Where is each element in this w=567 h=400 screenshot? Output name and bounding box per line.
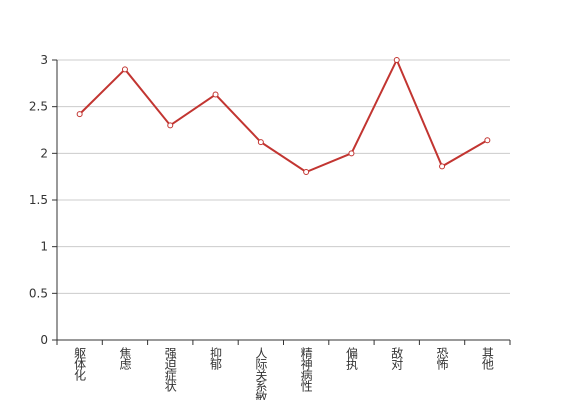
y-tick-label: 2.5: [29, 100, 48, 114]
y-tick-label: 0.5: [29, 286, 48, 300]
y-tick-label: 0: [40, 333, 48, 347]
point: [484, 137, 491, 144]
point: [348, 150, 355, 157]
x-tick-label: 人际关系敏感: [254, 347, 268, 400]
y-tick-label: 1: [40, 240, 48, 254]
x-tick-label: 抑郁: [209, 346, 223, 371]
x-tick-label: 躯体化: [73, 346, 87, 382]
y-tick-label: 2: [40, 146, 48, 160]
x-tick-label: 精神病性: [299, 347, 313, 393]
x-tick-label: 恐怖: [435, 347, 449, 370]
point: [439, 163, 446, 170]
point: [121, 66, 128, 73]
x-tick-label: 焦虑: [118, 347, 132, 370]
x-tick-label: 强迫症状: [163, 347, 177, 392]
point: [167, 122, 174, 129]
x-tick-label: 偏执: [344, 346, 358, 371]
point: [257, 139, 264, 146]
line: [78, 57, 488, 174]
point: [393, 57, 400, 63]
x-tick-label: 其他: [480, 347, 494, 370]
x-tick-label: 敌对: [390, 346, 404, 370]
point: [212, 91, 219, 98]
y-tick-label: 3: [40, 53, 48, 67]
point: [303, 169, 310, 175]
point: [76, 111, 83, 118]
y-tick-label: 1.5: [29, 193, 48, 207]
